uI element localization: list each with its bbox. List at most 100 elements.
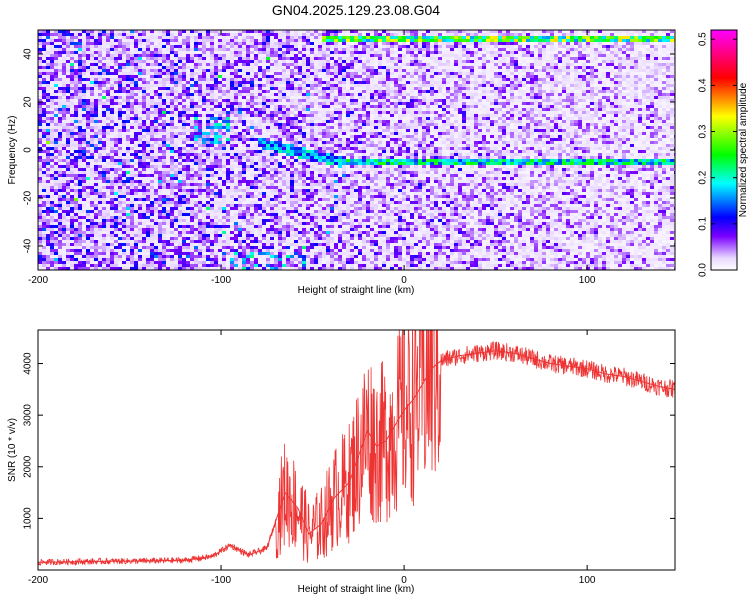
heatmap-cell — [230, 213, 235, 217]
heatmap-cell — [150, 39, 155, 43]
heatmap-cell — [178, 60, 183, 64]
heatmap-cell — [162, 213, 167, 217]
heatmap-cell — [218, 96, 223, 100]
heatmap-cell — [174, 111, 179, 115]
heatmap-cell — [178, 72, 183, 76]
heatmap-cell — [126, 111, 131, 115]
heatmap-cell — [66, 213, 71, 217]
heatmap-cell — [106, 93, 111, 97]
heatmap-cell — [210, 114, 215, 118]
heatmap-cell — [58, 243, 63, 247]
heatmap-cell — [286, 132, 291, 136]
heatmap-cell — [58, 36, 63, 40]
heatmap-cell — [38, 237, 43, 241]
heatmap-cell — [54, 204, 59, 208]
heatmap-cell — [170, 114, 175, 118]
heatmap-cell — [98, 174, 103, 178]
heatmap-cell — [98, 147, 103, 151]
heatmap-cell — [78, 39, 83, 43]
heatmap-cell — [94, 90, 99, 94]
heatmap-cell — [230, 42, 235, 46]
heatmap-cell — [262, 72, 267, 76]
heatmap-cell — [282, 93, 287, 97]
heatmap-cell — [190, 129, 195, 133]
heatmap-cell — [122, 63, 127, 67]
heatmap-cell — [218, 186, 223, 190]
heatmap-cell — [210, 102, 215, 106]
heatmap-cell — [70, 132, 75, 136]
heatmap-cell — [262, 204, 267, 208]
heatmap-cell — [130, 144, 135, 148]
heatmap-cell — [210, 231, 215, 235]
heatmap-cell — [130, 57, 135, 61]
heatmap-cell — [174, 102, 179, 106]
heatmap-cell — [242, 228, 247, 232]
heatmap-cell — [78, 51, 83, 55]
heatmap-cell — [282, 213, 287, 217]
heatmap-cell — [62, 168, 67, 172]
heatmap-cell — [174, 255, 179, 259]
heatmap-cell — [254, 171, 259, 175]
heatmap-cell — [254, 147, 259, 151]
heatmap-cell — [138, 36, 143, 40]
heatmap-cell — [114, 228, 119, 232]
heatmap-cell — [214, 84, 219, 88]
heatmap-cell — [50, 72, 55, 76]
heatmap-cell — [154, 219, 159, 223]
heatmap-cell — [254, 60, 259, 64]
heatmap-cell — [182, 45, 187, 49]
heatmap-cell — [282, 261, 287, 265]
heatmap-cell — [82, 180, 87, 184]
heatmap-cell — [186, 132, 191, 136]
heatmap-cell — [170, 261, 175, 265]
heatmap-cell — [66, 174, 71, 178]
heatmap-cell — [206, 78, 211, 82]
heatmap-cell — [262, 264, 267, 268]
heatmap-cell — [234, 222, 239, 226]
heatmap-cell — [122, 126, 127, 130]
heatmap-cell — [250, 252, 255, 256]
heatmap-cell — [82, 135, 87, 139]
heatmap-cell — [122, 261, 127, 265]
heatmap-cell — [226, 120, 231, 124]
heatmap-cell — [118, 267, 123, 270]
heatmap-cell — [66, 102, 71, 106]
heatmap-cell — [118, 105, 123, 109]
heatmap-cell — [214, 234, 219, 238]
heatmap-cell — [126, 174, 131, 178]
heatmap-cell — [266, 267, 271, 270]
heatmap-cell — [154, 60, 159, 64]
heatmap-cell — [110, 258, 115, 262]
heatmap-cell — [254, 120, 259, 124]
heatmap-cell — [90, 189, 95, 193]
heatmap-cell — [238, 207, 243, 211]
heatmap-cell — [50, 90, 55, 94]
heatmap-cell — [74, 186, 79, 190]
heatmap-cell — [274, 192, 279, 196]
heatmap-cell — [186, 189, 191, 193]
heatmap-cell — [82, 252, 87, 256]
heatmap-cell — [146, 144, 151, 148]
heatmap-cell — [134, 246, 139, 250]
heatmap-cell — [254, 201, 259, 205]
heatmap-cell — [258, 69, 263, 73]
heatmap-cell — [106, 219, 111, 223]
heatmap-cell — [38, 249, 43, 253]
heatmap-cell — [222, 36, 227, 40]
heatmap-cell — [166, 108, 171, 112]
heatmap-cell — [210, 54, 215, 58]
heatmap-cell — [222, 147, 227, 151]
heatmap-cell — [166, 102, 171, 106]
heatmap-cell — [114, 51, 119, 55]
heatmap-cell — [138, 180, 143, 184]
heatmap-cell — [86, 81, 91, 85]
heatmap-cell — [262, 117, 267, 121]
heatmap-cell — [114, 126, 119, 130]
heatmap-cell — [190, 36, 195, 40]
heatmap-cell — [166, 66, 171, 70]
heatmap-cell — [202, 87, 207, 91]
heatmap-cell — [66, 165, 71, 169]
heatmap-cell — [274, 234, 279, 238]
heatmap-cell — [262, 258, 267, 262]
heatmap-cell — [86, 156, 91, 160]
